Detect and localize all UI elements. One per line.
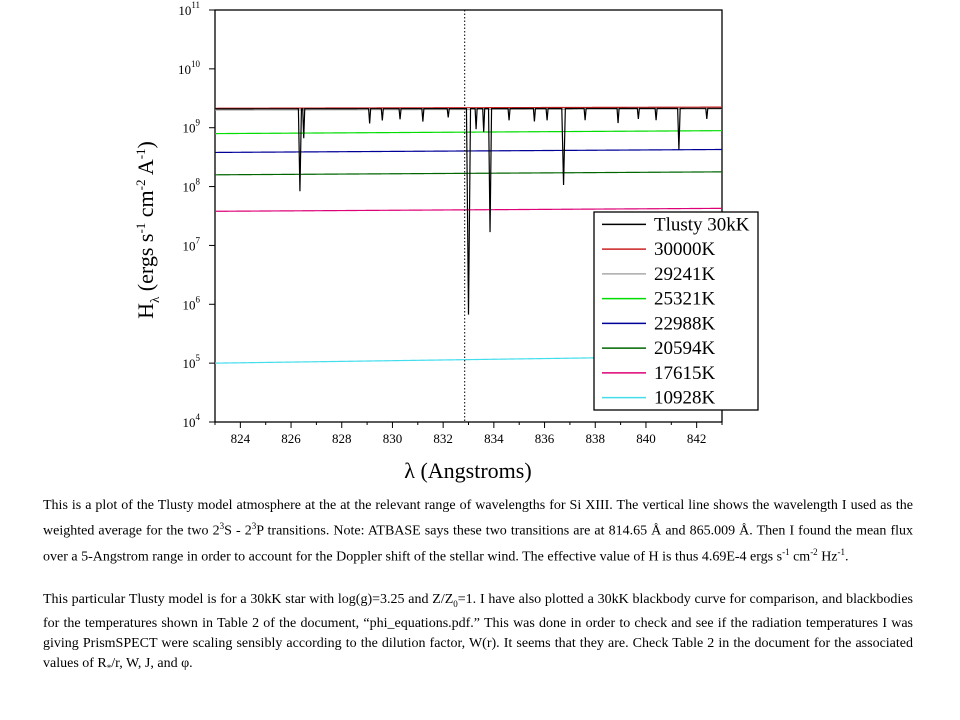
x-tick-label: 826	[281, 431, 301, 446]
legend-label: 29241K	[654, 264, 716, 285]
series-layer	[214, 10, 723, 422]
caption-run: 0	[453, 598, 458, 609]
caption-run: -2	[810, 546, 818, 557]
series-line-tlusty-30kk	[215, 107, 722, 315]
series-line-25321k	[215, 130, 722, 135]
caption-run: This is a plot of the Tlusty model atmos…	[43, 498, 913, 539]
y-tick-label: 107	[183, 235, 201, 253]
y-axis-label: Hλ (ergs s-1 cm-2 A-1)	[133, 141, 162, 319]
caption-run: -1	[837, 546, 846, 557]
caption-run: cm	[789, 549, 811, 565]
series-line-30000k	[215, 106, 723, 109]
y-tick-label: 105	[183, 353, 201, 371]
caption-paragraph-1: This is a plot of the Tlusty model atmos…	[43, 496, 913, 567]
x-tick-label: 832	[433, 431, 453, 446]
caption-run: 3	[251, 521, 257, 531]
x-tick-label: 834	[484, 431, 504, 446]
legend-label: 10928K	[654, 388, 716, 409]
axis-ticks: 824 826 828 830 832 834 836 838 840 842 1011 1010 10…	[178, 0, 723, 446]
y-tick-label: 106	[183, 294, 201, 312]
caption-run: -1	[782, 546, 790, 557]
caption-run: =1. I have also plotted a 30kK blackbody…	[43, 592, 913, 671]
legend-label: 25321K	[654, 289, 716, 310]
legend: Tlusty 30kK 30000K 29241K 25321K 22988K 20594…	[593, 211, 759, 411]
caption-run: .	[845, 549, 849, 565]
legend-label: 20594K	[654, 338, 716, 359]
series-line-20594k	[215, 171, 722, 176]
x-axis-label: λ (Angstroms)	[404, 458, 531, 483]
series-line-17615k	[215, 207, 722, 212]
y-axis-label-text: Hλ (ergs s-1 cm-2 A-1)	[133, 141, 162, 319]
legend-label: 22988K	[654, 313, 716, 334]
caption-run: S - 2	[224, 523, 252, 539]
caption-run: 3	[219, 521, 225, 531]
caption-run: Hz	[817, 549, 838, 565]
x-tick-label: 838	[586, 431, 606, 446]
legend-box	[593, 211, 759, 411]
flux-chart: Hλ (ergs s-1 cm-2 A-1) 824 826 828 830 832 83…	[133, 0, 759, 483]
legend-label: 17615K	[654, 363, 716, 384]
x-tick-label: 840	[636, 431, 656, 446]
x-tick-label: 824	[231, 431, 251, 446]
legend-label: 30000K	[654, 239, 716, 260]
caption-run: /r, W, J, and φ.	[111, 655, 193, 671]
caption-run: *	[106, 662, 112, 673]
x-tick-label: 828	[332, 431, 352, 446]
y-tick-label: 1011	[178, 0, 200, 18]
x-tick-label: 842	[687, 431, 707, 446]
caption-run: P transitions. Note: ATBASE says these t…	[43, 523, 914, 565]
y-tick-label: 108	[183, 177, 201, 195]
y-tick-label: 109	[183, 118, 201, 136]
y-tick-label: 104	[183, 412, 201, 430]
x-tick-label: 830	[383, 431, 403, 446]
legend-label: Tlusty 30kK	[654, 214, 750, 235]
caption-paragraph-2: This particular Tlusty model is for a 30…	[43, 590, 913, 678]
y-tick-label: 1010	[178, 59, 201, 77]
caption-run: This particular Tlusty model is for a 30…	[43, 592, 454, 607]
series-line-22988k	[215, 148, 723, 154]
x-tick-label: 836	[535, 431, 555, 446]
